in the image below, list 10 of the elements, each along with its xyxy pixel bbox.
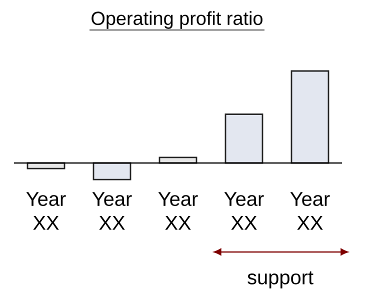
- chart-title: Operating profit ratio: [92, 11, 262, 29]
- bar: [290, 70, 330, 164]
- x-tick-label: Year XX: [92, 192, 132, 230]
- x-tick-label: Year XX: [158, 192, 198, 230]
- x-tick-label: Year XX: [26, 192, 66, 230]
- x-tick-label: Year XX: [224, 192, 264, 230]
- bar: [224, 114, 264, 164]
- x-tick-label: Year XX: [290, 192, 330, 230]
- text: support: [248, 271, 314, 288]
- bar: [92, 162, 132, 180]
